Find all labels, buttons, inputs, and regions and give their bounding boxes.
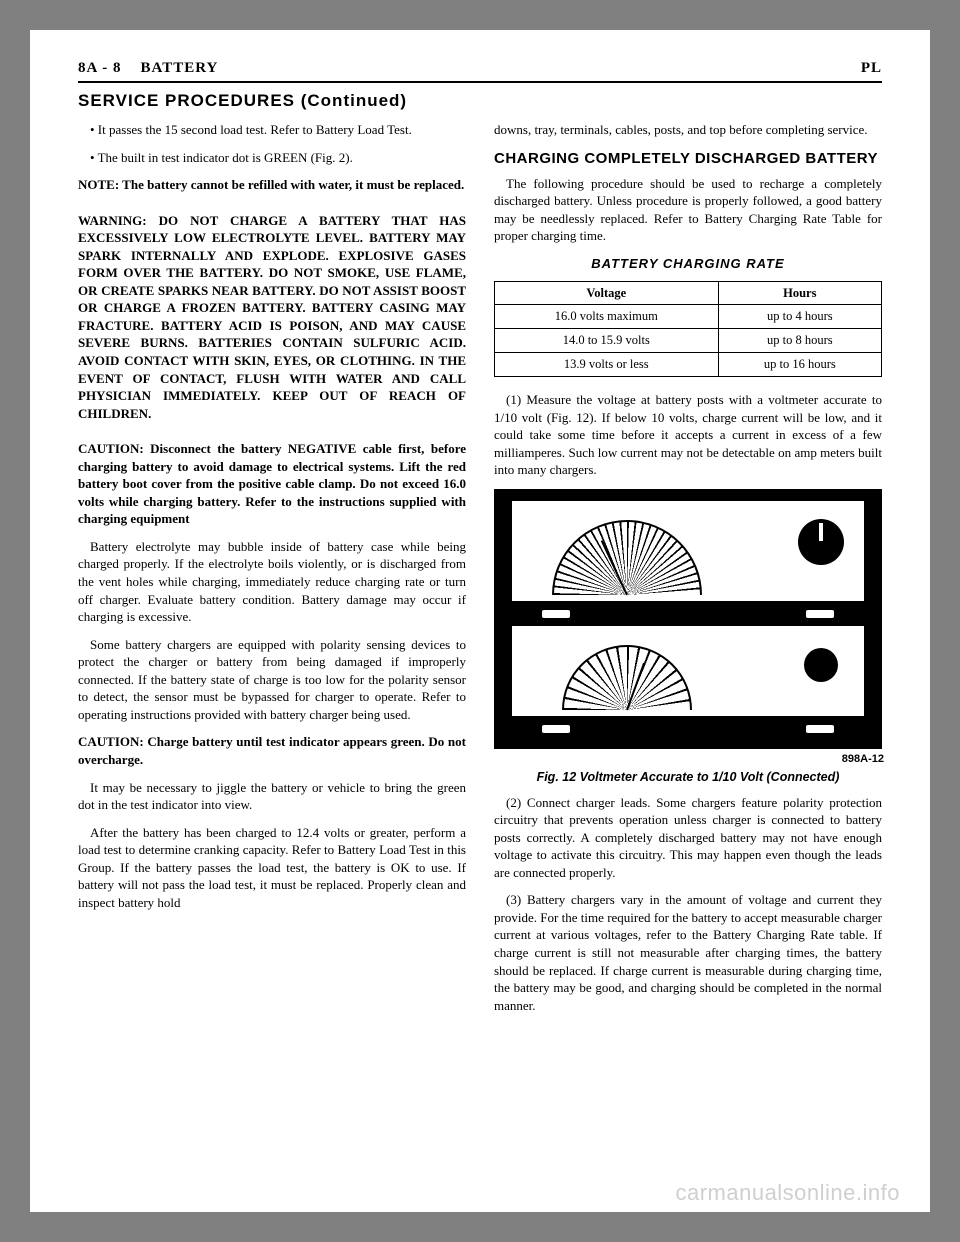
cell-voltage: 13.9 volts or less bbox=[495, 353, 719, 377]
two-column-layout: • It passes the 15 second load test. Ref… bbox=[78, 121, 882, 1024]
jack-icon bbox=[542, 725, 570, 733]
jack-icon bbox=[806, 610, 834, 618]
step-1-measure-voltage: (1) Measure the voltage at battery posts… bbox=[494, 391, 882, 479]
right-column: downs, tray, terminals, cables, posts, a… bbox=[494, 121, 882, 1024]
table-row: 14.0 to 15.9 volts up to 8 hours bbox=[495, 329, 882, 353]
para-jiggle-battery: It may be necessary to jiggle the batter… bbox=[78, 779, 466, 814]
figure-caption: Fig. 12 Voltmeter Accurate to 1/10 Volt … bbox=[494, 769, 882, 786]
bullet-indicator-green: • The built in test indicator dot is GRE… bbox=[78, 149, 466, 167]
para-after-charged: After the battery has been charged to 12… bbox=[78, 824, 466, 912]
lower-gauge-panel bbox=[512, 626, 864, 716]
cell-hours: up to 8 hours bbox=[718, 329, 881, 353]
header-rule bbox=[78, 81, 882, 83]
service-manual-page: 8A - 8 BATTERY PL SERVICE PROCEDURES (Co… bbox=[30, 30, 930, 1212]
figure-12: 898A-12 Fig. 12 Voltmeter Accurate to 1/… bbox=[494, 489, 882, 786]
col-voltage: Voltage bbox=[495, 281, 719, 305]
table-row: 16.0 volts maximum up to 4 hours bbox=[495, 305, 882, 329]
warning-block: WARNING: DO NOT CHARGE A BATTERY THAT HA… bbox=[78, 212, 466, 423]
page-number: 8A - 8 bbox=[78, 60, 122, 76]
watermark: carmanualsonline.info bbox=[675, 1180, 900, 1206]
jack-icon bbox=[542, 610, 570, 618]
subhead-charging-discharged: CHARGING COMPLETELY DISCHARGED BATTERY bbox=[494, 149, 882, 169]
header-left: 8A - 8 BATTERY bbox=[78, 60, 218, 77]
step-2-connect-leads: (2) Connect charger leads. Some chargers… bbox=[494, 794, 882, 882]
small-knob-icon bbox=[804, 648, 838, 682]
para-charging-intro: The following procedure should be used t… bbox=[494, 175, 882, 245]
bullet-load-test: • It passes the 15 second load test. Ref… bbox=[78, 121, 466, 139]
jack-row bbox=[512, 721, 864, 737]
selector-knob-icon bbox=[798, 519, 844, 565]
voltmeter-illustration: 898A-12 bbox=[494, 489, 882, 749]
note-no-refill: NOTE: The battery cannot be refilled wit… bbox=[78, 176, 466, 194]
cell-hours: up to 4 hours bbox=[718, 305, 881, 329]
jack-row bbox=[512, 606, 864, 622]
volt-dial-icon bbox=[562, 645, 692, 710]
table-row: 13.9 volts or less up to 16 hours bbox=[495, 353, 882, 377]
para-continuation: downs, tray, terminals, cables, posts, a… bbox=[494, 121, 882, 139]
step-3-chargers-vary: (3) Battery chargers vary in the amount … bbox=[494, 891, 882, 1014]
cell-hours: up to 16 hours bbox=[718, 353, 881, 377]
page-header: 8A - 8 BATTERY PL bbox=[78, 60, 882, 77]
para-polarity-sensing: Some battery chargers are equipped with … bbox=[78, 636, 466, 724]
section-name: BATTERY bbox=[141, 60, 219, 76]
table-title: BATTERY CHARGING RATE bbox=[494, 255, 882, 273]
left-column: • It passes the 15 second load test. Ref… bbox=[78, 121, 466, 1024]
para-electrolyte-bubble: Battery electrolyte may bubble inside of… bbox=[78, 538, 466, 626]
section-continued-title: SERVICE PROCEDURES (Continued) bbox=[78, 91, 882, 111]
table-header-row: Voltage Hours bbox=[495, 281, 882, 305]
upper-gauge-panel bbox=[512, 501, 864, 601]
caution-disconnect-negative: CAUTION: Disconnect the battery NEGATIVE… bbox=[78, 440, 466, 528]
header-right: PL bbox=[861, 60, 882, 77]
battery-charging-rate-table: Voltage Hours 16.0 volts maximum up to 4… bbox=[494, 281, 882, 378]
cell-voltage: 16.0 volts maximum bbox=[495, 305, 719, 329]
figure-id-label: 898A-12 bbox=[842, 752, 884, 767]
amp-dial-icon bbox=[552, 520, 702, 595]
caution-charge-until-green: CAUTION: Charge battery until test indic… bbox=[78, 733, 466, 768]
cell-voltage: 14.0 to 15.9 volts bbox=[495, 329, 719, 353]
jack-icon bbox=[806, 725, 834, 733]
col-hours: Hours bbox=[718, 281, 881, 305]
